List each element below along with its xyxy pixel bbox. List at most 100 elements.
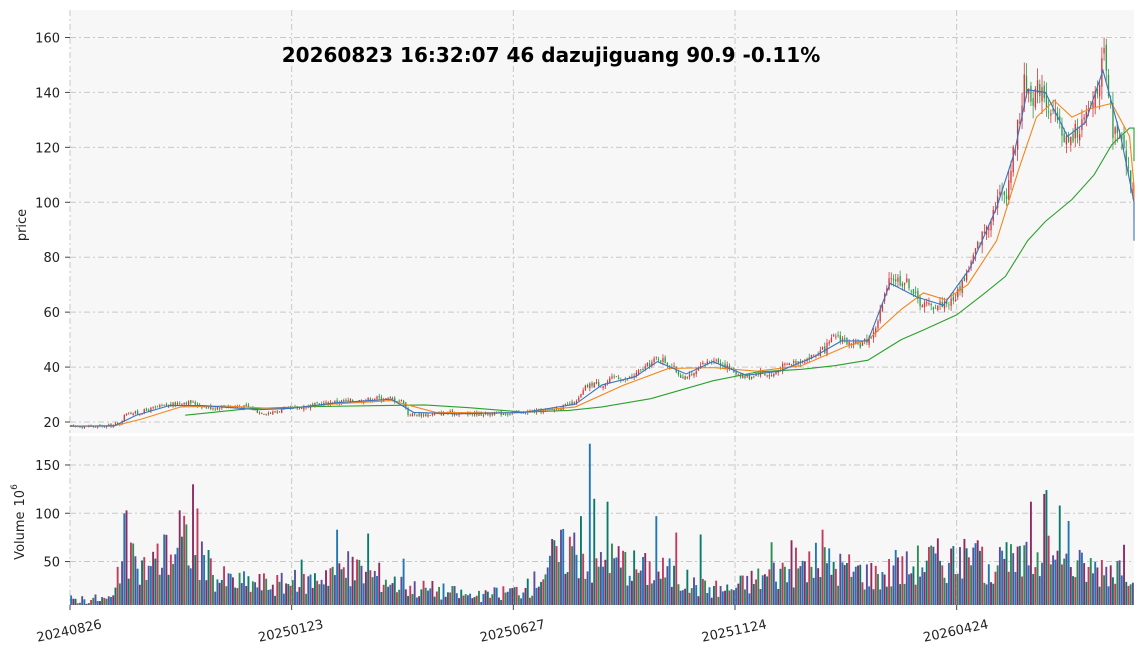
volume-bar	[1087, 566, 1090, 605]
candle-body	[773, 373, 775, 377]
candle-body	[389, 397, 391, 398]
candle-body	[245, 404, 247, 406]
candle-body	[997, 196, 999, 208]
candle-body	[937, 305, 939, 311]
candle-body	[429, 415, 431, 417]
volume-bar	[360, 565, 363, 605]
volume-bar	[978, 550, 981, 605]
candle-body	[538, 409, 540, 410]
candle-body	[786, 364, 788, 366]
candle-body	[374, 399, 376, 401]
candle-body	[737, 374, 739, 376]
volume-bar	[81, 596, 84, 605]
volume-bar	[189, 568, 192, 605]
candle-body	[764, 373, 766, 376]
volume-bar	[830, 574, 833, 605]
volume-bar	[677, 584, 680, 605]
volume-bar	[939, 560, 941, 605]
volume-bar	[455, 593, 458, 605]
candle-body	[1072, 133, 1074, 142]
volume-bar	[422, 580, 425, 605]
volume-bar	[296, 591, 299, 605]
volume-bar	[393, 576, 396, 605]
candle-body	[154, 406, 157, 408]
volume-bar	[522, 592, 525, 605]
candle-body	[187, 401, 190, 406]
volume-bar	[752, 584, 755, 605]
volume-bar	[167, 574, 170, 605]
candle-body	[1063, 133, 1065, 143]
volume-bar	[400, 576, 403, 605]
volume-bar	[446, 592, 449, 605]
candle-body	[582, 390, 584, 395]
candle-body	[750, 376, 753, 379]
candle-body	[325, 401, 327, 403]
price-panel-background	[70, 10, 1134, 433]
volume-bar	[841, 562, 844, 605]
candle-body	[161, 404, 163, 406]
volume-bar	[1045, 490, 1048, 605]
candle-body	[1034, 88, 1037, 108]
candle-body	[176, 403, 179, 406]
candle-body	[586, 385, 589, 388]
volume-bar	[384, 579, 387, 605]
volume-bar	[529, 597, 531, 605]
candle-body	[504, 414, 507, 416]
volume-bar	[205, 580, 208, 605]
volume-bar	[715, 580, 718, 605]
volume-bar	[506, 591, 509, 605]
candle-body	[256, 410, 258, 413]
candle-body	[622, 379, 624, 381]
candle-body	[1110, 100, 1112, 103]
volume-bar	[1085, 581, 1088, 605]
volume-bar	[870, 563, 873, 605]
candle-body	[1074, 123, 1076, 139]
volume-bar	[287, 584, 290, 605]
volume-bar	[311, 587, 314, 605]
volume-bar	[149, 566, 152, 605]
volume-bar	[928, 546, 930, 605]
volume-bar	[1103, 575, 1106, 605]
volume-bar	[187, 565, 190, 605]
volume-bar	[294, 569, 296, 605]
volume-bar	[872, 589, 875, 605]
volume-bar	[852, 571, 855, 605]
volume-bar	[885, 586, 888, 605]
volume-bar	[489, 597, 492, 605]
candle-body	[148, 409, 150, 412]
candle-body	[881, 303, 884, 312]
candle-body	[728, 365, 731, 370]
candle-body	[116, 423, 119, 424]
volume-bar	[626, 585, 629, 605]
volume-bar	[744, 589, 746, 605]
volume-bar	[482, 593, 485, 605]
price-gridlines	[69, 10, 1134, 433]
volume-bar	[347, 551, 350, 605]
candle-body	[1032, 98, 1034, 106]
candle-body	[509, 414, 511, 415]
volume-bar	[857, 565, 859, 605]
volume-bar	[464, 594, 467, 605]
volume-bar	[185, 524, 188, 605]
candle-body	[946, 301, 948, 304]
candle-body	[662, 358, 664, 363]
candle-body	[848, 342, 850, 346]
candle-body	[753, 376, 755, 378]
volume-bar	[1047, 535, 1050, 605]
candle-body	[1121, 136, 1123, 140]
volume-bar	[165, 534, 168, 605]
volume-bar	[668, 558, 671, 605]
candle-body	[564, 404, 567, 405]
volume-bar	[466, 595, 469, 605]
volume-bar	[1023, 545, 1026, 605]
volume-bar	[579, 516, 582, 605]
candle-body	[735, 371, 737, 375]
candle-body	[276, 411, 278, 413]
volume-bar	[196, 508, 199, 605]
volume-bar	[1109, 565, 1112, 605]
volume-bar	[407, 595, 409, 605]
candle-body	[954, 299, 957, 302]
volume-bar	[959, 547, 961, 605]
candle-body	[143, 409, 145, 414]
volume-bar	[493, 587, 496, 605]
